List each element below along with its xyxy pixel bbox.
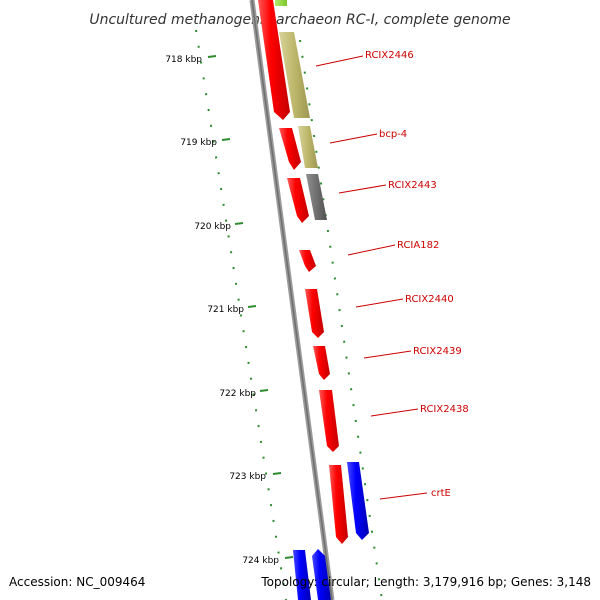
gene-label: RCIX2439 <box>413 346 462 357</box>
scale-tick-label: 722 kbp <box>219 389 256 399</box>
gene-feature <box>312 549 331 600</box>
gene-label: crtE <box>431 488 451 499</box>
scale-tick-label: 724 kbp <box>242 556 279 566</box>
gene-feature <box>305 289 324 338</box>
scale-tick-label: 720 kbp <box>194 222 231 232</box>
topology-text: Topology: circular; Length: 3,179,916 bp… <box>260 575 591 589</box>
gene-features <box>258 0 369 600</box>
gene-labels: RCIX2446 bcp-4 RCIX2443 RCIA182 RCIX2440… <box>365 50 469 499</box>
scale-tick-label: 718 kbp <box>165 55 202 65</box>
gene-feature <box>319 390 339 452</box>
gene-label: RCIX2443 <box>388 180 437 191</box>
map-title: Uncultured methanogenic archaeon RC-I, c… <box>89 12 510 28</box>
gene-feature <box>293 550 311 600</box>
accession-text: Accession: NC_009464 <box>9 575 145 589</box>
inner-dotted-ring <box>195 29 287 600</box>
gene-feature <box>279 128 301 170</box>
gene-feature <box>287 178 309 223</box>
gene-feature <box>279 32 310 118</box>
gene-label: RCIX2446 <box>365 50 414 61</box>
gene-label: RCIA182 <box>397 240 439 251</box>
scale-tick-marks <box>207 55 294 559</box>
genome-backbone-core <box>251 0 333 600</box>
gene-feature <box>306 174 327 220</box>
gene-feature <box>313 346 330 380</box>
gene-feature <box>299 250 316 272</box>
gene-feature <box>329 465 348 544</box>
scale-tick-label: 721 kbp <box>207 305 244 315</box>
gene-feature <box>258 0 290 120</box>
gene-label-leaders <box>315 55 428 500</box>
gene-feature <box>298 126 318 168</box>
scale-tick-label: 723 kbp <box>229 472 266 482</box>
gene-label: bcp-4 <box>379 129 407 140</box>
gene-label: RCIX2440 <box>405 294 454 305</box>
scale-tick-labels: 718 kbp 719 kbp 720 kbp 721 kbp 722 kbp … <box>165 55 279 566</box>
gene-feature <box>275 0 287 6</box>
gene-feature <box>347 462 369 540</box>
gene-label: RCIX2438 <box>420 404 469 415</box>
scale-tick-label: 719 kbp <box>180 138 217 148</box>
